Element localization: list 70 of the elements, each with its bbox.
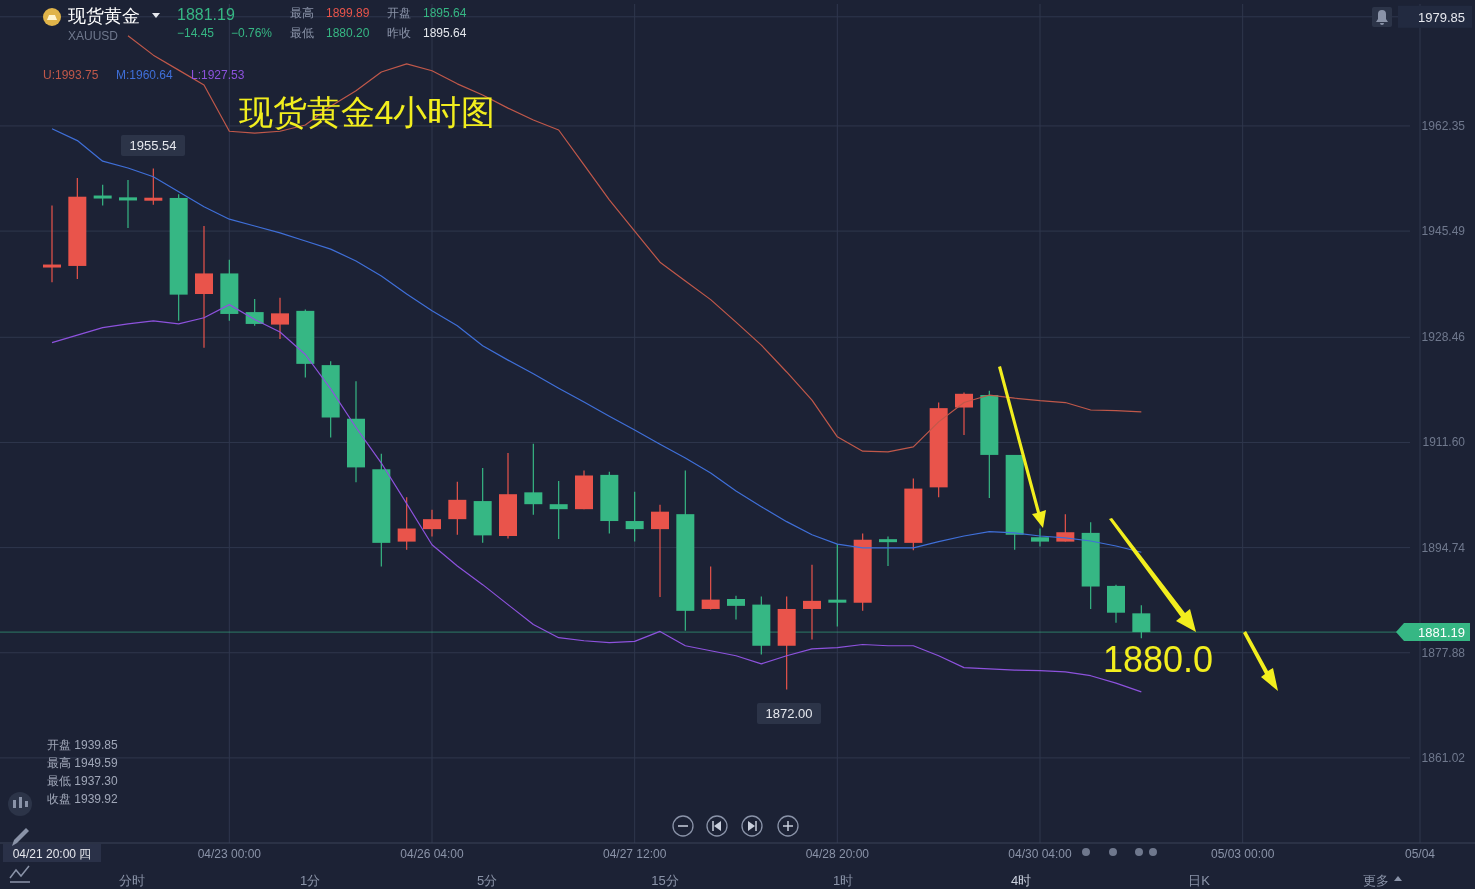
annotation: 开盘 1939.85	[47, 738, 119, 752]
y-tick-label: 1911.60	[1422, 435, 1466, 450]
annotation: 1872.00	[765, 706, 813, 721]
annotation: 4时	[1010, 873, 1032, 888]
y-tick-label: 1945.49	[1421, 224, 1466, 239]
candlestick	[828, 543, 847, 628]
chart-title: 现货黄金	[68, 6, 140, 26]
candlestick	[549, 480, 568, 540]
candlestick	[727, 595, 745, 621]
candlestick	[195, 225, 213, 349]
candlestick	[1031, 527, 1049, 548]
annotation: 1895.64	[423, 26, 467, 40]
ref-line-label: 1881.19	[1418, 625, 1465, 641]
annotation: 开盘	[387, 6, 411, 20]
candlestick	[397, 496, 416, 551]
annotation: 1时	[832, 873, 854, 888]
text: U:1993.75	[43, 68, 99, 82]
candlestick	[93, 184, 112, 207]
x-tick-label: 04/23 00:00	[197, 847, 262, 861]
annotation: 日K	[1188, 873, 1211, 888]
annotation: 最高	[290, 6, 314, 20]
annotation: 1955.54	[129, 138, 177, 153]
text: M:1960.64	[116, 68, 174, 82]
y-tick-label: 1877.88	[1421, 645, 1466, 660]
x-tick-label: 04/26 04:00	[400, 847, 465, 861]
x-tick-label: 04/28 20:00	[805, 847, 870, 861]
annotation: 最低	[290, 26, 314, 40]
annotation: 1899.89	[326, 6, 370, 20]
y-tick-label: 1861.02	[1421, 750, 1466, 765]
candlestick	[955, 391, 973, 436]
y-tick-label: 1979.85	[1418, 9, 1465, 25]
annotation: 更多	[1363, 873, 1389, 888]
annotation: 最高 1949.59	[47, 756, 119, 770]
annotation: 收盘 1939.92	[47, 792, 119, 806]
annotation: 分时	[119, 873, 145, 888]
annotation: 1895.64	[423, 6, 467, 20]
candlestick	[1132, 604, 1151, 639]
x-tick-label: 05/04	[1404, 847, 1436, 861]
annotation: −0.76%	[231, 26, 273, 40]
annotation: 1881.19	[177, 6, 235, 23]
x-tick-label: 04/30 04:00	[1008, 847, 1073, 861]
candlestick	[448, 481, 467, 536]
candlestick	[651, 504, 669, 598]
line-series	[51, 128, 1142, 553]
annotation: 昨收	[387, 26, 411, 40]
candlestick	[524, 443, 543, 516]
annotation: 1分	[299, 873, 321, 888]
text: L:1927.53	[191, 68, 245, 82]
candlestick	[879, 536, 897, 567]
annotation: 1880.20	[326, 26, 370, 40]
annotation: 15分	[651, 873, 679, 888]
y-tick-label: 1894.74	[1421, 540, 1466, 555]
candlestick	[803, 564, 821, 641]
candlestick	[701, 565, 720, 611]
text: XAUUSD	[68, 29, 119, 43]
candlestick	[43, 204, 61, 283]
annotation: −14.45	[177, 26, 215, 40]
candlestick	[625, 491, 644, 543]
y-tick-label: 1928.46	[1421, 330, 1466, 345]
candlestick	[423, 509, 441, 538]
candlestick	[119, 179, 137, 229]
annotation: 最低 1937.30	[47, 774, 119, 788]
x-tick-label: 05/03 00:00	[1210, 847, 1275, 861]
y-tick-label: 1962.35	[1421, 118, 1466, 133]
x-tick-label: 04/27 12:00	[602, 847, 667, 861]
annotation: 5分	[476, 873, 498, 888]
annotation: 1880.0	[1102, 639, 1214, 680]
x-tick-label: 04/21 20:00 四	[12, 847, 92, 861]
candlestick	[271, 297, 289, 340]
candlestick	[144, 167, 163, 206]
